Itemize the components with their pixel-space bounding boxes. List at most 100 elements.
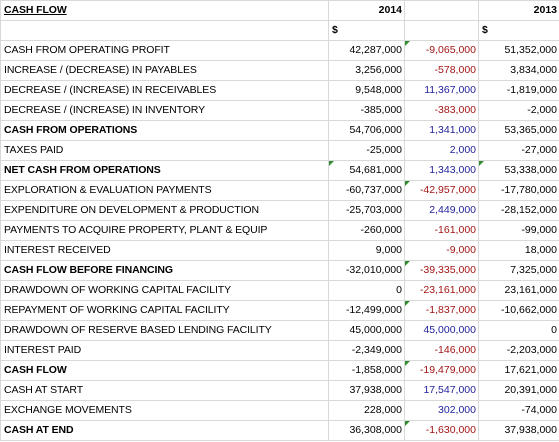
table-row: INTEREST RECEIVED 9,000 -9,000 18,000 bbox=[0, 240, 559, 261]
value-2013[interactable]: -2,000 bbox=[478, 100, 559, 121]
header-row: CASH FLOW 2014 2013 bbox=[0, 0, 559, 21]
value-2014[interactable]: 54,706,000 bbox=[328, 120, 405, 141]
table-row: INCREASE / (DECREASE) IN PAYABLES 3,256,0… bbox=[0, 60, 559, 81]
value-2013[interactable]: -28,152,000 bbox=[478, 200, 559, 221]
value-2014[interactable]: -32,010,000 bbox=[328, 260, 405, 281]
value-2013[interactable]: 20,391,000 bbox=[478, 380, 559, 401]
value-difference[interactable]: -578,000 bbox=[404, 60, 479, 81]
value-difference[interactable]: 2,449,000 bbox=[404, 200, 479, 221]
table-row: REPAYMENT OF WORKING CAPITAL FACILITY -12… bbox=[0, 300, 559, 321]
value-difference[interactable]: 11,367,000 bbox=[404, 80, 479, 101]
year-2013-header[interactable]: 2013 bbox=[478, 0, 559, 21]
row-label[interactable]: TAXES PAID bbox=[0, 140, 329, 161]
value-difference[interactable]: 17,547,000 bbox=[404, 380, 479, 401]
value-difference[interactable]: 1,343,000 bbox=[404, 160, 479, 181]
year-2014-header[interactable]: 2014 bbox=[328, 0, 405, 21]
row-label[interactable]: NET CASH FROM OPERATIONS bbox=[0, 160, 329, 181]
row-label[interactable]: PAYMENTS TO ACQUIRE PROPERTY, PLANT & EQ… bbox=[0, 220, 329, 241]
currency-2013[interactable]: $ bbox=[478, 20, 559, 41]
value-2013[interactable]: -17,780,000 bbox=[478, 180, 559, 201]
value-2014[interactable]: 228,000 bbox=[328, 400, 405, 421]
value-2014[interactable]: -260,000 bbox=[328, 220, 405, 241]
value-difference[interactable]: 45,000,000 bbox=[404, 320, 479, 341]
row-label[interactable]: CASH FLOW BEFORE FINANCING bbox=[0, 260, 329, 281]
currency-2014[interactable]: $ bbox=[328, 20, 405, 41]
value-difference[interactable]: 2,000 bbox=[404, 140, 479, 161]
table-title[interactable]: CASH FLOW bbox=[0, 0, 329, 21]
row-label[interactable]: CASH AT END bbox=[0, 420, 329, 441]
value-difference[interactable]: -39,335,000 bbox=[404, 260, 479, 281]
value-2013[interactable]: 7,325,000 bbox=[478, 260, 559, 281]
table-row: DECREASE / (INCREASE) IN RECEIVABLES 9,54… bbox=[0, 80, 559, 101]
value-difference[interactable]: 1,341,000 bbox=[404, 120, 479, 141]
value-difference[interactable]: -42,957,000 bbox=[404, 180, 479, 201]
value-2014[interactable]: 37,938,000 bbox=[328, 380, 405, 401]
table-row: INTEREST PAID -2,349,000 -146,000 -2,203,00… bbox=[0, 340, 559, 361]
currency-difference[interactable] bbox=[404, 20, 479, 41]
row-label[interactable]: DRAWDOWN OF RESERVE BASED LENDING FACILI… bbox=[0, 320, 329, 341]
row-label[interactable]: EXPENDITURE ON DEVELOPMENT & PRODUCTION bbox=[0, 200, 329, 221]
row-label[interactable]: DECREASE / (INCREASE) IN RECEIVABLES bbox=[0, 80, 329, 101]
value-2013[interactable]: -74,000 bbox=[478, 400, 559, 421]
value-2013[interactable]: 37,938,000 bbox=[478, 420, 559, 441]
value-2013[interactable]: 51,352,000 bbox=[478, 40, 559, 61]
value-difference[interactable]: -23,161,000 bbox=[404, 280, 479, 301]
row-label[interactable]: REPAYMENT OF WORKING CAPITAL FACILITY bbox=[0, 300, 329, 321]
difference-header[interactable] bbox=[404, 0, 479, 21]
value-2014[interactable]: 36,308,000 bbox=[328, 420, 405, 441]
value-2014[interactable]: -25,703,000 bbox=[328, 200, 405, 221]
value-difference[interactable]: -9,065,000 bbox=[404, 40, 479, 61]
value-2014[interactable]: -2,349,000 bbox=[328, 340, 405, 361]
value-2014[interactable]: -25,000 bbox=[328, 140, 405, 161]
value-2013[interactable]: 3,834,000 bbox=[478, 60, 559, 81]
row-label[interactable]: DRAWDOWN OF WORKING CAPITAL FACILITY bbox=[0, 280, 329, 301]
value-2013[interactable]: 17,621,000 bbox=[478, 360, 559, 381]
value-difference[interactable]: -1,630,000 bbox=[404, 420, 479, 441]
row-label[interactable]: CASH AT START bbox=[0, 380, 329, 401]
value-2014[interactable]: 45,000,000 bbox=[328, 320, 405, 341]
value-difference[interactable]: -146,000 bbox=[404, 340, 479, 361]
row-label[interactable]: INCREASE / (DECREASE) IN PAYABLES bbox=[0, 60, 329, 81]
table-row: CASH FROM OPERATIONS 54,706,000 1,341,000 5… bbox=[0, 120, 559, 141]
table-row: DECREASE / (INCREASE) IN INVENTORY -385,0… bbox=[0, 100, 559, 121]
value-2014[interactable]: 9,000 bbox=[328, 240, 405, 261]
table-row: DRAWDOWN OF WORKING CAPITAL FACILITY 0 -23… bbox=[0, 280, 559, 301]
row-label[interactable]: CASH FROM OPERATING PROFIT bbox=[0, 40, 329, 61]
value-2014[interactable]: 0 bbox=[328, 280, 405, 301]
value-difference[interactable]: -1,837,000 bbox=[404, 300, 479, 321]
value-2013[interactable]: -2,203,000 bbox=[478, 340, 559, 361]
value-2013[interactable]: -10,662,000 bbox=[478, 300, 559, 321]
value-2013[interactable]: 0 bbox=[478, 320, 559, 341]
value-2013[interactable]: 53,338,000 bbox=[478, 160, 559, 181]
value-2014[interactable]: 9,548,000 bbox=[328, 80, 405, 101]
value-2013[interactable]: 18,000 bbox=[478, 240, 559, 261]
value-difference[interactable]: 302,000 bbox=[404, 400, 479, 421]
row-label[interactable]: CASH FLOW bbox=[0, 360, 329, 381]
row-label[interactable]: EXCHANGE MOVEMENTS bbox=[0, 400, 329, 421]
value-2014[interactable]: 3,256,000 bbox=[328, 60, 405, 81]
row-label[interactable]: EXPLORATION & EVALUATION PAYMENTS bbox=[0, 180, 329, 201]
value-2013[interactable]: 53,365,000 bbox=[478, 120, 559, 141]
value-difference[interactable]: -19,479,000 bbox=[404, 360, 479, 381]
value-2014[interactable]: -12,499,000 bbox=[328, 300, 405, 321]
value-2013[interactable]: -1,819,000 bbox=[478, 80, 559, 101]
value-2014[interactable]: -60,737,000 bbox=[328, 180, 405, 201]
value-2014[interactable]: 54,681,000 bbox=[328, 160, 405, 181]
value-difference[interactable]: -161,000 bbox=[404, 220, 479, 241]
currency-row: $ $ bbox=[0, 20, 559, 41]
value-difference[interactable]: -9,000 bbox=[404, 240, 479, 261]
row-label[interactable]: INTEREST PAID bbox=[0, 340, 329, 361]
row-label[interactable]: CASH FROM OPERATIONS bbox=[0, 120, 329, 141]
value-2013[interactable]: 23,161,000 bbox=[478, 280, 559, 301]
value-2013[interactable]: -27,000 bbox=[478, 140, 559, 161]
currency-row-label[interactable] bbox=[0, 20, 329, 41]
value-2014[interactable]: -385,000 bbox=[328, 100, 405, 121]
value-2014[interactable]: -1,858,000 bbox=[328, 360, 405, 381]
value-2013[interactable]: -99,000 bbox=[478, 220, 559, 241]
value-2014[interactable]: 42,287,000 bbox=[328, 40, 405, 61]
row-label[interactable]: INTEREST RECEIVED bbox=[0, 240, 329, 261]
row-label[interactable]: DECREASE / (INCREASE) IN INVENTORY bbox=[0, 100, 329, 121]
value-difference[interactable]: -383,000 bbox=[404, 100, 479, 121]
